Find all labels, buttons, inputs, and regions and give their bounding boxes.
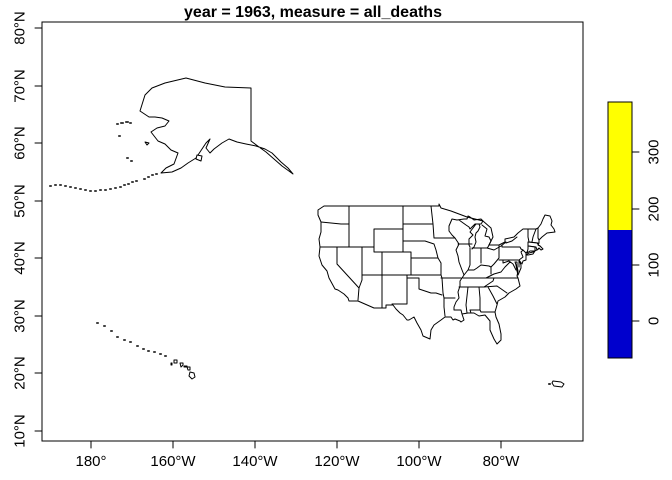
x-axis-ticks (90, 440, 502, 449)
map-big-island (188, 371, 196, 380)
map-aleutian-islands-dots (49, 121, 158, 192)
y-tick-label: 10°N (11, 414, 28, 448)
map-puerto-rico (551, 380, 565, 388)
x-axis-labels: 180° 160°W 140°W 120°W 100°W 80°W (75, 453, 520, 470)
x-tick-label: 120°W (314, 453, 360, 470)
colorbar: 0 100 200 300 (607, 101, 662, 359)
map-hawaii-nw-chain-dots (96, 322, 167, 357)
map-kauai (173, 359, 178, 364)
y-tick-label: 50°N (11, 184, 28, 218)
map-maui (186, 366, 191, 371)
map-alaska (139, 77, 294, 175)
colorbar-tick-label: 100 (645, 252, 662, 277)
plot-title: year = 1963, measure = all_deaths (184, 4, 442, 21)
map-kodiak-island (195, 154, 203, 162)
map-state-borders (319, 205, 540, 317)
y-tick-label: 70°N (11, 69, 28, 103)
colorbar-border (607, 101, 633, 359)
y-tick-label: 30°N (11, 299, 28, 333)
colorbar-tick-label: 0 (645, 317, 662, 325)
colorbar-tick-label: 300 (645, 139, 662, 164)
y-tick-label: 80°N (11, 11, 28, 45)
y-tick-label: 60°N (11, 126, 28, 160)
y-axis-labels: 10°N 20°N 30°N 40°N 50°N 60°N 70°N 80°N (11, 11, 28, 448)
plot-box (41, 21, 584, 442)
x-tick-label: 160°W (150, 453, 196, 470)
colorbar-low-segment (608, 230, 632, 358)
x-tick-label: 80°W (483, 453, 521, 470)
state-connecticut (526, 245, 536, 254)
colorbar-high-segment (608, 102, 632, 230)
map-oahu (179, 362, 184, 368)
y-tick-label: 20°N (11, 356, 28, 390)
map-niihau (170, 362, 173, 366)
y-tick-label: 40°N (11, 241, 28, 275)
colorbar-ticks (631, 151, 640, 322)
x-tick-label: 140°W (232, 453, 278, 470)
map-long-island (525, 250, 536, 256)
x-tick-label: 100°W (396, 453, 442, 470)
colorbar-tick-label: 200 (645, 196, 662, 221)
map-contiguous-us-outline (317, 203, 556, 345)
map-nunivak-island (144, 141, 150, 146)
map-hawaii-main-islands (170, 359, 196, 380)
y-axis-ticks (34, 27, 43, 432)
x-tick-label: 180° (75, 453, 106, 470)
